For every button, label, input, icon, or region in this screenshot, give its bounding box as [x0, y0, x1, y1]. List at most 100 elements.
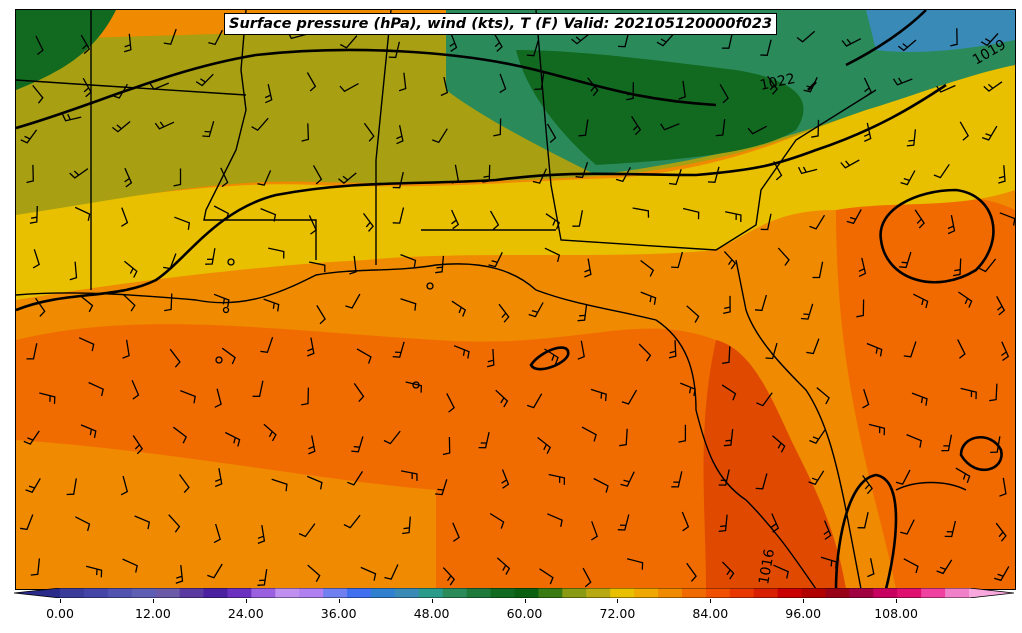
wind-barb — [501, 469, 510, 489]
wind-barb — [488, 252, 503, 268]
wind-barb — [23, 430, 40, 445]
wind-barb — [195, 73, 214, 87]
wind-barb — [498, 303, 510, 323]
wind-barb — [863, 122, 872, 142]
wind-barb — [360, 566, 377, 581]
wind-barb — [725, 211, 742, 223]
map-panel: 1022 1019 1016 — [15, 9, 1016, 590]
wind-barb — [392, 207, 405, 224]
wind-barb — [32, 249, 40, 269]
colorbar-swatch — [131, 588, 157, 598]
wind-barb — [900, 170, 916, 186]
colorbar-tick-mark — [617, 599, 619, 603]
wind-barb — [353, 383, 365, 403]
wind-barb — [343, 514, 361, 529]
wind-barb — [895, 469, 911, 485]
wind-barb — [528, 302, 544, 318]
colorbar-extend-min — [14, 588, 60, 598]
wind-barb — [682, 207, 700, 220]
colorbar-swatch — [562, 588, 587, 598]
wind-barb — [169, 348, 181, 368]
wind-barb — [840, 159, 860, 169]
wind-barb — [347, 471, 364, 486]
wind-barb — [952, 258, 962, 277]
wind-barb — [906, 433, 922, 448]
wind-barb — [442, 567, 456, 586]
colorbar-tick-label: 36.00 — [320, 606, 357, 621]
colorbar-swatch — [586, 588, 611, 598]
wind-barb — [122, 293, 136, 312]
wind-barb — [955, 467, 971, 484]
wind-barb — [983, 81, 1003, 92]
wind-barb — [351, 436, 364, 453]
wind-barb — [669, 169, 682, 186]
wind-barb — [631, 116, 642, 136]
colorbar-ticks: 0.00 12.00 24.00 36.00 48.00 60.00 72.00 84.00 9… — [0, 599, 1022, 630]
colorbar-swatch — [60, 588, 85, 598]
wind-barb — [771, 513, 780, 533]
wind-barb — [263, 423, 277, 442]
wind-barb — [493, 118, 502, 137]
wind-barb — [74, 206, 91, 222]
colorbar-extend-max — [969, 588, 1014, 598]
wind-barb — [808, 470, 825, 486]
colorbar-swatch — [729, 588, 755, 598]
wind-barb — [213, 523, 221, 544]
wind-barb — [178, 474, 190, 494]
wind-barb — [756, 392, 773, 407]
wind-barb — [268, 247, 285, 259]
wind-barb — [213, 205, 230, 221]
wind-barb — [78, 337, 95, 352]
wind-barb — [306, 475, 323, 490]
wind-barb — [221, 347, 236, 365]
colorbar-tick-mark — [710, 599, 712, 603]
wind-barb — [392, 341, 405, 358]
wind-barb — [773, 161, 783, 181]
colorbar-tick-label: 24.00 — [227, 606, 264, 621]
wind-barb — [168, 514, 181, 533]
wind-barb — [626, 558, 644, 570]
wind-barb — [846, 209, 862, 225]
colorbar-swatch — [777, 588, 803, 598]
wind-barb — [806, 338, 820, 355]
wind-barb — [446, 393, 455, 413]
wind-barb — [632, 207, 650, 218]
wind-barb — [707, 166, 720, 183]
wind-barb — [719, 83, 729, 104]
wind-barb — [431, 128, 448, 144]
colorbar-swatch — [275, 588, 300, 598]
wind-barb — [213, 293, 230, 308]
wind-barb — [668, 340, 677, 359]
wind-barb — [544, 348, 559, 365]
wind-barb — [816, 387, 830, 405]
wind-barb — [584, 258, 592, 278]
wind-barb — [996, 295, 1006, 316]
wind-barb — [307, 337, 315, 357]
colorbar-swatch — [466, 588, 492, 598]
wind-barb — [593, 477, 609, 493]
wind-barb — [897, 39, 917, 52]
colorbar-swatch — [442, 588, 468, 598]
wind-barb — [356, 348, 372, 364]
colorbar-tick-mark — [152, 599, 154, 603]
wind-barb — [154, 121, 175, 130]
wind-barb — [858, 257, 867, 277]
wind-barb — [451, 209, 460, 230]
wind-barb — [163, 253, 177, 270]
colorbar-tick-mark — [803, 599, 805, 603]
wind-barb — [548, 473, 566, 485]
wind-barb — [539, 568, 554, 585]
wind-barb — [577, 340, 585, 360]
wind-barb — [866, 342, 883, 357]
wind-barb — [723, 251, 737, 270]
wind-barb — [35, 35, 44, 56]
wind-barb — [809, 429, 826, 445]
wind-barb — [173, 168, 182, 187]
wind-barb — [80, 34, 91, 55]
wind-barb — [671, 251, 684, 269]
wind-barb — [617, 30, 630, 48]
wind-barb — [621, 389, 638, 405]
wind-barb — [451, 164, 460, 184]
coastline — [16, 259, 967, 589]
colorbar-swatch — [897, 588, 922, 598]
